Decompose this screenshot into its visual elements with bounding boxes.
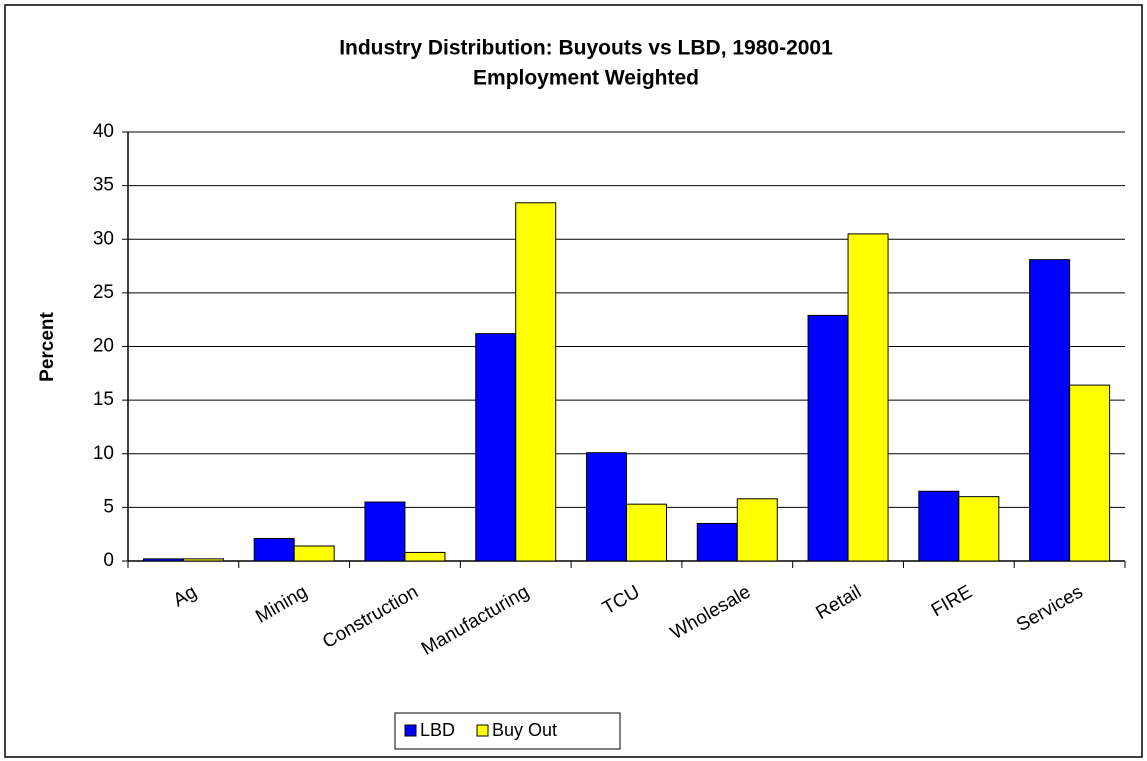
bar: [253, 537, 295, 562]
y-tick-label: 30: [93, 228, 114, 249]
bar: [958, 496, 1000, 562]
bar: [515, 202, 557, 562]
bar: [475, 333, 517, 562]
bar: [626, 503, 667, 562]
bar: [696, 522, 738, 562]
bar: [293, 545, 335, 562]
bar: [1029, 259, 1071, 562]
bar: [736, 498, 778, 562]
chart-subtitle: Employment Weighted: [473, 67, 699, 90]
bar: [404, 551, 446, 562]
legend-swatch: [476, 724, 489, 737]
bar: [182, 558, 224, 562]
y-tick-label: 5: [103, 496, 114, 517]
y-tick-label: 25: [93, 282, 114, 303]
y-tick-label: 40: [93, 121, 114, 142]
legend-swatch: [404, 724, 417, 737]
bar: [142, 558, 184, 562]
chart-title: Industry Distribution: Buyouts vs LBD, 1…: [339, 37, 833, 60]
y-tick-label: 10: [93, 443, 114, 464]
bar: [847, 233, 889, 562]
y-tick-label: 20: [93, 336, 114, 357]
y-tick-label: 0: [103, 550, 114, 571]
chart-border: [4, 4, 1143, 758]
y-axis-label: Percent: [37, 311, 58, 381]
bar: [364, 501, 406, 562]
legend-label: Buy Out: [492, 720, 557, 740]
y-tick-label: 15: [93, 389, 114, 410]
bar: [1069, 384, 1111, 562]
y-tick-label: 35: [93, 175, 114, 196]
legend-box: [394, 712, 621, 750]
bar: [807, 314, 849, 562]
bar: [918, 490, 960, 562]
bar: [586, 452, 627, 562]
legend-label: LBD: [420, 720, 455, 740]
